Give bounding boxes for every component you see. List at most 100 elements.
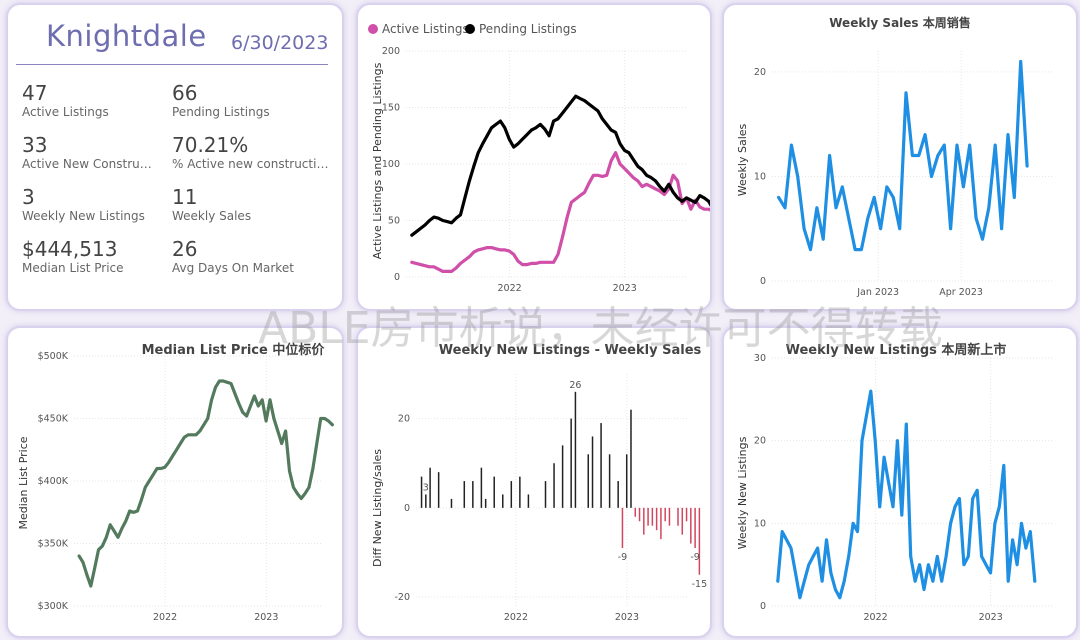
weekly-sales-card: Weekly Sales 本周销售 Weekly Sales 0 10 20 Jan … [722, 3, 1078, 311]
bar [450, 498, 453, 508]
bar [425, 494, 427, 508]
bar [608, 454, 611, 508]
series-line [776, 389, 1037, 600]
kpi-active-listings: 47 Active Listings [22, 82, 172, 120]
kpi-value: 33 [22, 133, 48, 157]
bar [634, 507, 637, 517]
kpi-label: Active Listings [22, 105, 109, 119]
bar [643, 507, 645, 535]
bar [484, 498, 487, 508]
bar [651, 507, 654, 526]
plot-area: 0 50 100 150 200 2022 2023 [382, 46, 710, 294]
bar [685, 507, 688, 522]
kpi-label: Median List Price [22, 261, 124, 275]
x-tick-label: 2023 [254, 612, 278, 623]
kpi-value: 70.21% [172, 133, 249, 157]
kpi-card: Knightdale 6/30/2023 47 Active Listings … [6, 3, 344, 311]
chart-title: Median List Price 中位标价 [142, 342, 326, 358]
y-tick-label: 50 [388, 216, 400, 227]
y-axis-label: Active Listings and Pending Listings [371, 62, 384, 259]
diff-chart-card: Weekly New Listings - Weekly Sales Diff … [356, 326, 712, 638]
bar [570, 418, 572, 508]
x-tick-label: 2022 [863, 612, 887, 623]
bar [574, 391, 577, 508]
bar [437, 472, 440, 508]
bar [463, 481, 466, 508]
bar [625, 454, 628, 508]
kpi-label: Weekly New Listings [22, 209, 145, 223]
data-label: -15 [692, 579, 708, 590]
chart-title: Weekly Sales 本周销售 [829, 15, 971, 30]
y-tick-label: $450K [38, 414, 69, 425]
bar [510, 481, 513, 508]
plot-area: -20 0 20 2022 2023 26 3 -9 -15 -9 [394, 374, 707, 623]
weekly-sales-chart: Weekly Sales 本周销售 Weekly Sales 0 10 20 Jan … [736, 15, 1054, 298]
bar [600, 423, 602, 508]
x-tick-label: 2022 [497, 283, 521, 294]
legend-active: Active Listings [382, 22, 469, 36]
kpi-weekly-sales: 11 Weekly Sales [172, 186, 322, 224]
bar [681, 507, 684, 535]
bar [690, 507, 692, 544]
bar [493, 476, 495, 508]
y-tick-label: $300K [38, 601, 69, 612]
bar [472, 481, 474, 508]
y-tick-label: $350K [38, 539, 69, 550]
chart-title: Weekly New Listings - Weekly Sales [439, 343, 702, 358]
kpi-value: 47 [22, 81, 48, 105]
legend-marker-pending [465, 24, 475, 34]
diff-chart: Weekly New Listings - Weekly Sales Diff … [371, 343, 707, 623]
data-label: 26 [569, 380, 581, 391]
kpi-value: 66 [172, 81, 198, 105]
y-tick-label: 20 [398, 414, 410, 425]
bar [677, 507, 679, 526]
bar [429, 467, 431, 508]
x-tick-label: 2022 [153, 612, 177, 623]
bar [668, 507, 671, 526]
kpi-pct-new-construction: 70.21% % Active new constructions [172, 134, 332, 172]
series-line [410, 151, 710, 273]
y-tick-label: $400K [38, 476, 69, 487]
x-tick-label: Apr 2023 [939, 287, 983, 298]
data-label: 3 [423, 482, 429, 493]
y-axis-label: Median List Price [17, 436, 30, 529]
bar [527, 494, 530, 508]
bar [480, 467, 483, 508]
bar [561, 445, 564, 508]
y-tick-label: 100 [382, 159, 400, 170]
bar [553, 463, 555, 508]
data-label: -9 [690, 552, 699, 563]
bar [647, 507, 649, 526]
bar [591, 436, 594, 508]
bar [655, 507, 658, 531]
bar [630, 409, 632, 508]
bar [519, 476, 521, 508]
x-tick-label: 2023 [613, 283, 637, 294]
plot-area: $300K $350K $400K $450K $500K 2022 2023 [38, 351, 334, 623]
bar [617, 481, 619, 508]
y-tick-label: 0 [404, 503, 410, 514]
y-tick-label: 10 [754, 518, 766, 529]
kpi-avg-days-on-market: 26 Avg Days On Market [172, 238, 322, 276]
y-tick-label: -20 [394, 592, 410, 603]
bar [694, 507, 696, 548]
listings-chart: Active Listings Pending Listings Active … [368, 22, 710, 294]
y-tick-label: $500K [38, 351, 69, 362]
y-axis-label: Weekly New Listings [736, 436, 749, 549]
bar [420, 476, 423, 508]
kpi-value: $444,513 [22, 237, 118, 261]
y-axis-label: Weekly Sales [736, 123, 749, 196]
kpi-label: Avg Days On Market [172, 261, 294, 275]
x-tick-label: 2022 [504, 612, 528, 623]
kpi-value: 3 [22, 185, 35, 209]
bar [587, 454, 589, 508]
x-tick-label: Jan 2023 [856, 287, 899, 298]
x-tick-label: 2023 [979, 612, 1003, 623]
data-label: -9 [618, 552, 627, 563]
legend-marker-active [368, 24, 378, 34]
y-tick-label: 200 [382, 46, 400, 57]
median-price-card: Median List Price 中位标价 Median List Price… [6, 326, 344, 638]
y-tick-label: 20 [754, 67, 766, 78]
y-axis-label: Diff New Listing/sales [371, 449, 384, 567]
kpi-value: 11 [172, 185, 198, 209]
